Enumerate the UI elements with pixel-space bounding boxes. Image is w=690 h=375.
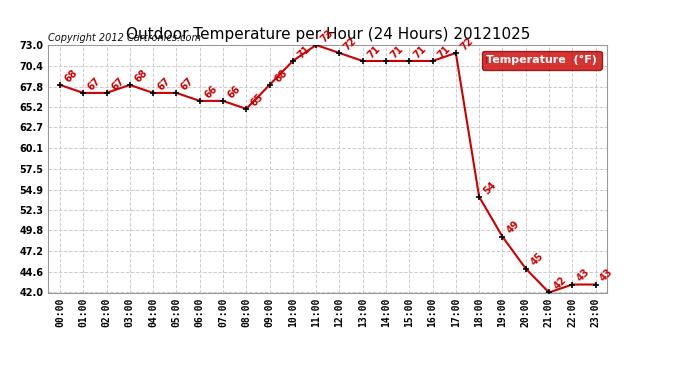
Text: 71: 71 [295,44,312,60]
Text: 43: 43 [598,267,615,284]
Text: 67: 67 [109,75,126,92]
Text: 71: 71 [435,44,452,60]
Text: 72: 72 [342,36,359,52]
Text: 42: 42 [552,275,569,292]
Text: 73: 73 [319,28,335,44]
Text: 71: 71 [366,44,382,60]
Text: 71: 71 [412,44,428,60]
Text: Copyright 2012 Cartronics.com: Copyright 2012 Cartronics.com [48,33,201,42]
Text: 67: 67 [179,75,196,92]
Text: 54: 54 [482,179,498,196]
Text: 66: 66 [226,84,242,100]
Text: 67: 67 [86,75,103,92]
Title: Outdoor Temperature per Hour (24 Hours) 20121025: Outdoor Temperature per Hour (24 Hours) … [126,27,530,42]
Text: 45: 45 [529,251,545,268]
Text: 71: 71 [388,44,405,60]
Text: 43: 43 [575,267,591,284]
Text: 49: 49 [505,219,522,236]
Text: 65: 65 [249,92,266,108]
Text: 66: 66 [202,84,219,100]
Text: 68: 68 [132,68,149,84]
Legend: Temperature  (°F): Temperature (°F) [482,51,602,69]
Text: 68: 68 [63,68,79,84]
Text: 67: 67 [156,75,172,92]
Text: 72: 72 [459,36,475,52]
Text: 68: 68 [273,68,289,84]
